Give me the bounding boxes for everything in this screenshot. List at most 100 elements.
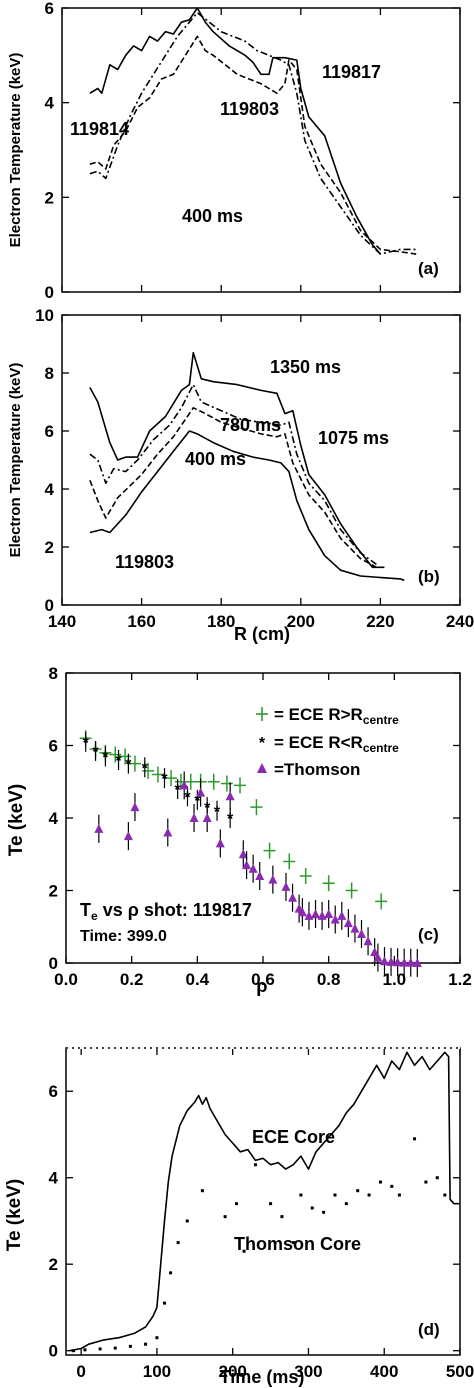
- thomson-point: [163, 827, 173, 837]
- ece-in-point: *: [161, 771, 168, 788]
- thomson-point: [225, 791, 235, 801]
- thomson-point: [179, 780, 189, 790]
- time-annotation: Time: 399.0: [80, 928, 167, 945]
- series-annotation: ECE Core: [252, 1127, 335, 1147]
- x-tick-label: 300: [294, 1362, 322, 1381]
- thomson-point: [288, 892, 298, 902]
- thomson-point: [130, 802, 140, 812]
- legend-entry-text: = ECE R>R: [274, 705, 363, 724]
- panel-a-chart: 0 2 4 6 Electron Temperature (keV) (a) 119814 1…: [7, 0, 461, 302]
- thomson-point: [317, 910, 327, 920]
- y-axis-label: Te (keV): [4, 1179, 25, 1252]
- x-tick-label: 0.0: [54, 970, 78, 989]
- y-tick-label: 0: [45, 596, 54, 615]
- series-annotation: 1075 ms: [318, 428, 389, 448]
- panel-label: (a): [418, 259, 439, 278]
- x-tick-label: 160: [127, 612, 155, 631]
- thomson-point: [248, 863, 258, 873]
- x-axis-label: R (cm): [234, 624, 290, 644]
- ece-in-point: *: [227, 811, 234, 828]
- y-tick-label: 4: [49, 1169, 59, 1188]
- y-tick-label: 0: [45, 283, 54, 302]
- series-annotation: 119803: [220, 99, 279, 119]
- plot-frame: [61, 7, 461, 293]
- panel-label: (d): [418, 1320, 440, 1339]
- thomson-point: [443, 1193, 447, 1197]
- x-tick-label: 0.8: [317, 970, 341, 989]
- thomson-point: [297, 907, 307, 917]
- thomson-point: [253, 1163, 257, 1167]
- thomson-point: [185, 1219, 189, 1223]
- y-axis-label: Te (keV): [6, 784, 27, 857]
- legend-subscript: centre: [363, 741, 399, 755]
- thomson-point: [367, 1193, 371, 1197]
- legend-entry-text: = ECE R<R: [274, 733, 363, 752]
- ece-in-point: *: [142, 760, 149, 777]
- thomson-point: [242, 860, 252, 870]
- thomson-point: [333, 1193, 337, 1197]
- thomson-point: [363, 936, 373, 946]
- legend-marker-thomson: [257, 763, 267, 773]
- thomson-point: [370, 947, 380, 957]
- thomson-point: [144, 1342, 148, 1346]
- legend-entry: =Thomson: [274, 760, 360, 779]
- x-tick-label: 1.0: [383, 970, 407, 989]
- thomson-point: [357, 929, 366, 938]
- y-tick-label: 2: [45, 188, 54, 207]
- panel-label: (b): [418, 567, 440, 586]
- x-tick-label: 200: [219, 1362, 247, 1381]
- thomson-point: [322, 1210, 326, 1214]
- series-annotation: 780 ms: [220, 415, 281, 435]
- y-tick-label: 6: [49, 1082, 58, 1101]
- series-line: [89, 383, 377, 566]
- panel-label: (c): [418, 925, 439, 944]
- thomson-point: [291, 1241, 295, 1245]
- legend-subscript: centre: [363, 713, 399, 727]
- series-annotation: 400 ms: [185, 449, 246, 469]
- y-tick-label: 2: [49, 1255, 58, 1274]
- y-tick-label: 6: [45, 0, 54, 18]
- thomson-point: [412, 958, 422, 967]
- thomson-point: [399, 957, 409, 967]
- series-annotation: 119814: [70, 119, 129, 139]
- series-line: [89, 35, 417, 255]
- legend-marker-ece-in: *: [259, 735, 266, 752]
- series-annotation: 1350 ms: [270, 357, 341, 377]
- thomson-point: [242, 1249, 246, 1253]
- x-axis-label: ρ: [256, 976, 267, 996]
- thomson-point: [269, 1202, 273, 1206]
- thomson-point: [169, 1271, 173, 1275]
- ece-in-point: *: [125, 757, 132, 774]
- x-tick-label: 200: [287, 612, 315, 631]
- x-axis-label: Time (ms): [220, 1367, 305, 1387]
- ece-in-point: *: [83, 735, 90, 752]
- ece-in-point: *: [115, 753, 122, 770]
- thomson-point: [344, 1202, 348, 1206]
- thomson-point: [386, 956, 396, 966]
- thomson-point: [435, 1176, 439, 1180]
- series-line: [89, 406, 377, 569]
- y-tick-label: 0: [49, 1342, 58, 1361]
- x-tick-label: 1.2: [448, 970, 472, 989]
- thomson-point: [280, 1215, 284, 1219]
- y-tick-label: 6: [45, 422, 54, 441]
- ece-in-point: *: [214, 804, 221, 821]
- thomson-point: [299, 1193, 303, 1197]
- y-tick-label: 8: [49, 664, 58, 683]
- y-tick-label: 4: [45, 480, 55, 499]
- thomson-point: [128, 1344, 132, 1348]
- shot-annotation: Te vs ρ shot: 119817: [80, 900, 252, 923]
- y-tick-label: 2: [49, 882, 58, 901]
- y-tick-label: 4: [45, 94, 55, 113]
- series-line: [89, 7, 382, 255]
- thomson-point: [268, 874, 278, 884]
- thomson-point: [83, 1348, 87, 1352]
- thomson-point: [215, 838, 225, 848]
- x-tick-label: 140: [48, 612, 76, 631]
- thomson-point: [281, 881, 291, 891]
- panel-d-chart: 0 2 4 6 0 100 200 300 400 500 Te (keV) Time (ms) (d)…: [4, 1047, 474, 1387]
- x-tick-label: 0.6: [251, 970, 275, 989]
- x-tick-label: 100: [143, 1362, 171, 1381]
- x-tick-label: 220: [366, 612, 394, 631]
- thomson-point: [393, 957, 403, 967]
